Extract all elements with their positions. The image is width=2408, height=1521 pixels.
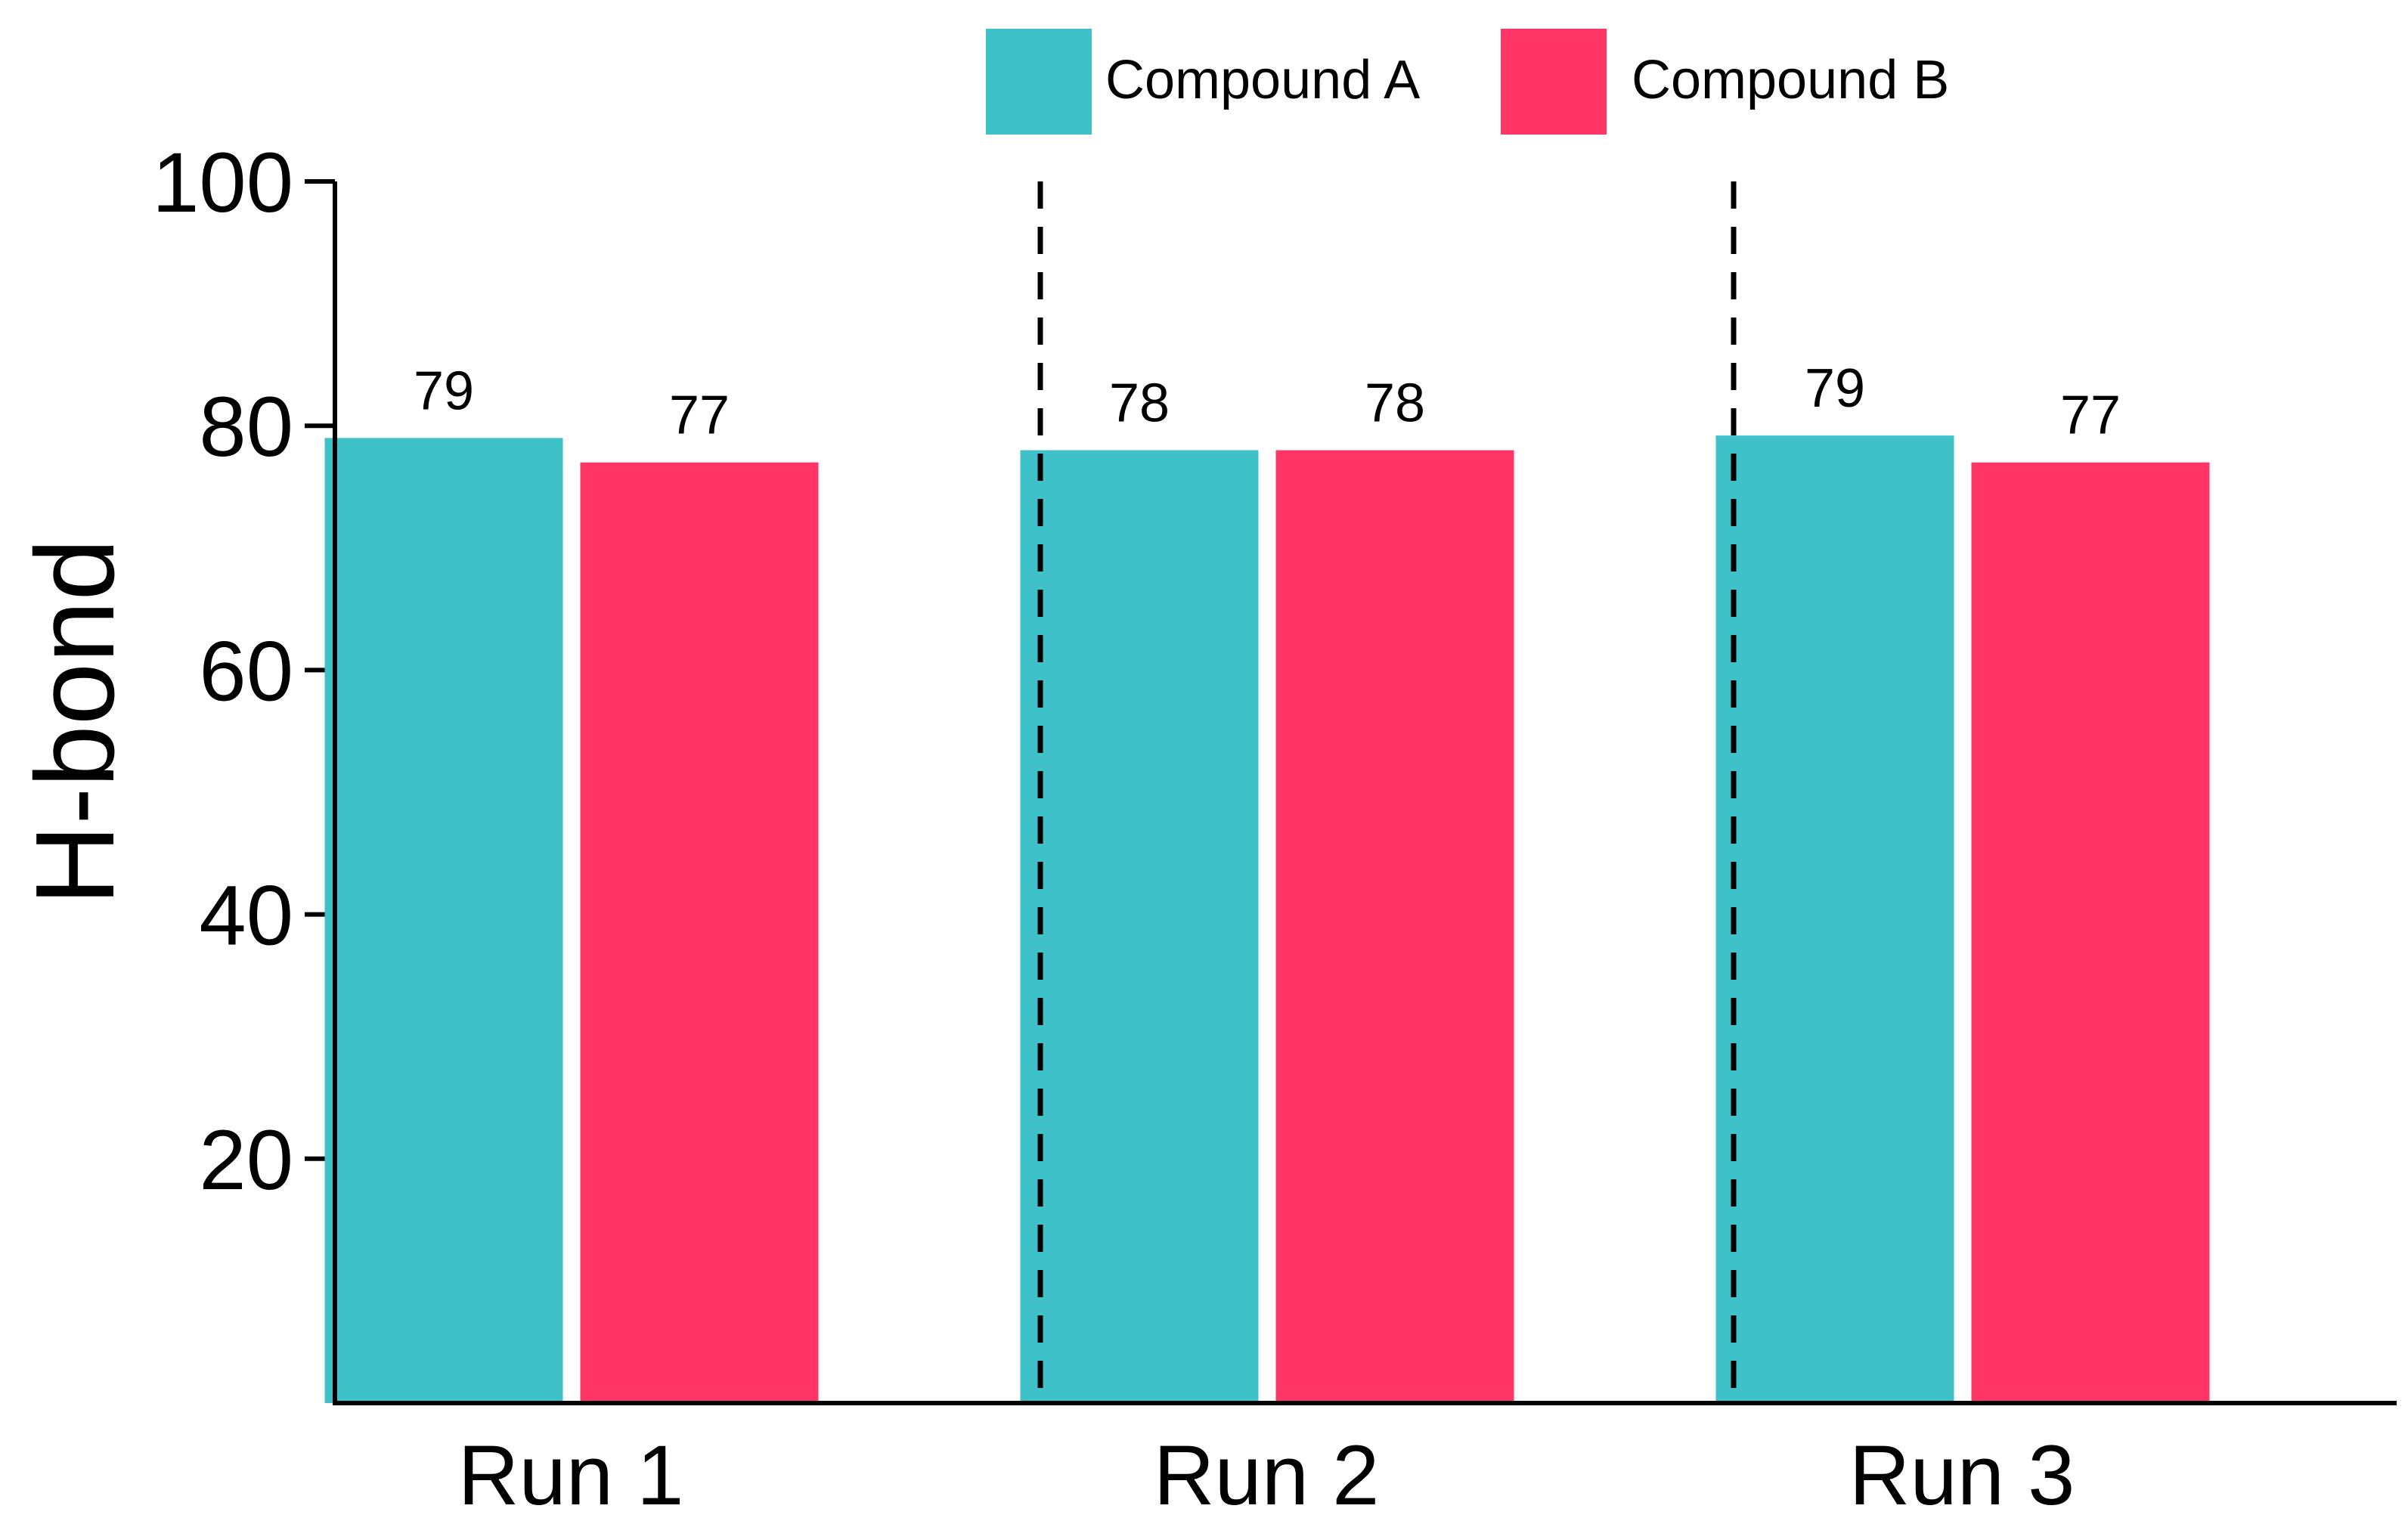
data-label-compound-a-run-3: 79 [1805, 358, 1865, 419]
x-tick-label-run-3: Run 3 [1849, 1428, 2075, 1521]
x-axis-labels: Run 1 Run 2 Run 3 [458, 1428, 2075, 1521]
y-tick: 60 [199, 624, 335, 718]
y-tick-label: 20 [199, 1113, 293, 1207]
y-tick-label: 100 [152, 135, 293, 230]
bar-compound-a-run-3 [1715, 435, 1954, 1404]
y-tick: 100 [152, 135, 335, 230]
bars: 79 78 79 77 78 77 [324, 358, 2210, 1404]
legend-label-compound-a: Compound A [1105, 50, 1420, 110]
bar-compound-b-run-3 [1971, 462, 2210, 1404]
y-axis-label: H-bond [13, 538, 138, 905]
bar-compound-b-run-2 [1275, 450, 1514, 1403]
bar-compound-a-run-2 [1020, 450, 1259, 1403]
data-label-compound-a-run-2: 78 [1109, 373, 1170, 434]
legend-swatch-compound-a [986, 29, 1092, 135]
y-tick-label: 80 [199, 379, 293, 474]
data-label-compound-b-run-1: 77 [669, 386, 730, 446]
x-tick-label-run-2: Run 2 [1154, 1428, 1380, 1521]
y-tick: 40 [199, 869, 335, 963]
bar-compound-a-run-1 [324, 438, 563, 1403]
y-tick: 80 [199, 379, 335, 474]
y-tick-label: 60 [199, 624, 293, 718]
legend: Compound A Compound B [986, 29, 1949, 135]
data-label-compound-b-run-2: 78 [1365, 373, 1425, 434]
bar-compound-b-run-1 [580, 462, 819, 1404]
legend-swatch-compound-b [1501, 29, 1607, 135]
y-tick-label: 40 [199, 869, 293, 963]
category-separators [1037, 181, 1737, 1400]
data-label-compound-b-run-3: 77 [2060, 386, 2121, 446]
legend-label-compound-b: Compound B [1632, 50, 1949, 110]
x-tick-label-run-1: Run 1 [458, 1428, 684, 1521]
y-tick: 20 [199, 1113, 335, 1207]
data-label-compound-a-run-1: 79 [414, 361, 474, 421]
y-axis-ticks: 20 40 60 80 100 [152, 135, 335, 1207]
